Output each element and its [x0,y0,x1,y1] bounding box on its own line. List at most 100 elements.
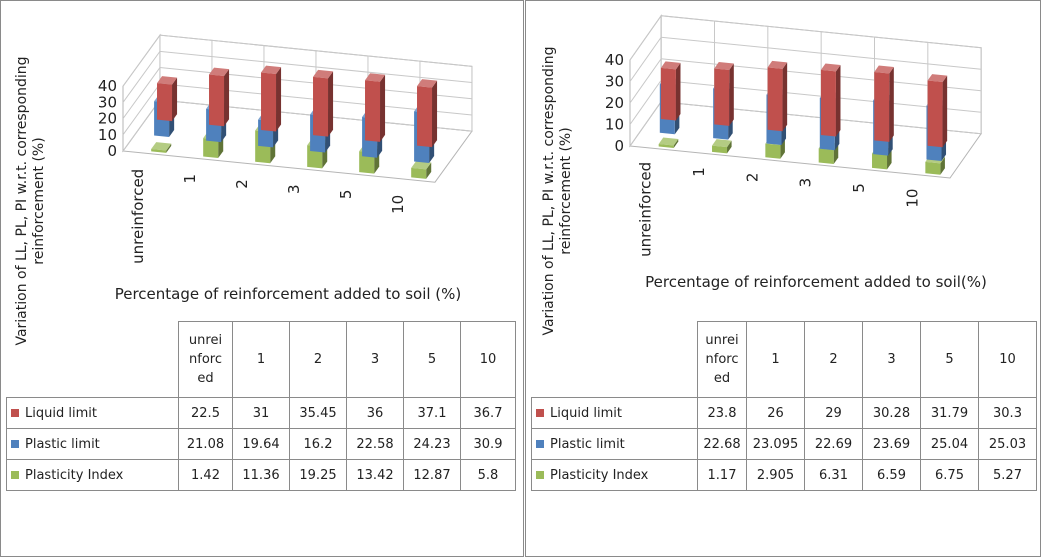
bar-front [209,74,225,127]
bar-top [261,65,282,75]
y-tick-label: 30 [98,93,117,111]
legend-key-green [11,471,19,479]
bar-side [889,67,894,142]
bar-front [411,167,427,179]
bar-front [660,67,676,121]
series-name: Plastic limit [25,436,100,452]
bar [411,160,432,179]
table-cell: 36.7 [460,397,516,429]
chart-panel-left: 0 10 20 30 40 unreinforced 1 2 3 5 10 Variation of… [0,0,524,557]
bar-front [712,145,728,154]
table-header-cell: 3 [346,321,404,398]
legend-key-green [536,471,544,479]
table-cell: 2.905 [746,459,805,491]
x-tick-label: 5 [850,183,868,193]
bar [927,74,948,148]
y-tick-label: 20 [605,94,624,112]
table-header-cell: 1 [232,321,290,398]
table-header-cell: 5 [403,321,461,398]
table-corner [531,321,698,398]
table-cell: 19.64 [232,428,290,460]
table-cell: 6.59 [862,459,921,491]
y-tick-label: 0 [107,142,117,160]
y-tick-label: 0 [614,137,624,155]
table-cell: 35.45 [289,397,347,429]
table-cell: 23.095 [746,428,805,460]
table-cell: 1.17 [697,459,747,491]
bar-top [151,142,172,151]
data-table-right: unrei nforc ed 1 2 3 5 10 Liquid limit 2… [531,321,1037,491]
legend-key-red [536,409,544,417]
bar [157,76,178,122]
bar-side [328,71,334,137]
table-row-plastic-limit: Plastic limit 21.08 19.64 16.2 22.58 24.… [6,428,516,460]
x-axis-label: Percentage of reinforcement added to soi… [114,285,462,303]
table-row-plastic-limit: Plastic limit 22.68 23.095 22.69 23.69 2… [531,428,1037,460]
table-row-liquid-limit: Liquid limit 22.5 31 35.45 36 37.1 36.7 [6,397,516,429]
bar-front [365,80,381,142]
table-cell: 37.1 [403,397,461,429]
table-cell: 6.75 [920,459,979,491]
bar [261,65,282,132]
bar-top [157,76,178,85]
table-cell: 21.08 [178,428,233,460]
x-tick-label: 2 [743,173,761,183]
table-header-row: unrei nforc ed 1 2 3 5 10 [531,321,1037,398]
table-header-cell: 10 [978,321,1037,398]
bar-front [157,83,173,122]
bar-front [765,143,781,159]
bar-side [940,156,945,175]
table-header-cell: 10 [460,321,516,398]
bar-top [658,137,679,146]
table-cell: 30.3 [978,397,1037,429]
y-tick-label: 40 [98,77,117,95]
table-header-cell: 3 [862,321,921,398]
bar [658,137,679,149]
bar-side [224,69,230,127]
y-tick-label: 30 [605,73,624,91]
bar-side [835,64,841,137]
y-tick-label: 10 [605,116,624,134]
bar [417,79,438,148]
table-cell: 23.8 [697,397,747,429]
table-row-plasticity-index: Plasticity Index 1.42 11.36 19.25 13.42 … [6,459,516,491]
bar-top [927,74,948,83]
table-header-row: unrei nforc ed 1 2 3 5 10 [6,321,516,398]
table-cell: 31.79 [920,397,979,429]
x-tick-label: 10 [389,195,407,214]
bar-top [209,67,230,77]
table-header-cell: unrei nforc ed [178,321,233,398]
bar-front [925,161,941,175]
x-axis-label: Percentage of reinforcement added to soi… [645,273,987,291]
x-tick-label: unreinforced [637,162,655,257]
y-tick-label: 10 [98,126,117,144]
bar-front [927,80,943,148]
table-cell: 22.5 [178,397,233,429]
data-table-left: unrei nforc ed 1 2 3 5 10 Liquid limit 2… [6,321,516,491]
legend-entry-plastic-limit: Plastic limit [531,428,698,460]
table-cell: 5.27 [978,459,1037,491]
bar-top [417,79,438,88]
bar-top [365,73,386,82]
table-header-cell: 5 [920,321,979,398]
bar-front [261,72,277,132]
bar-front [658,144,674,149]
y-tick-label: 20 [98,110,117,128]
bar-side [432,80,438,148]
bar-front [151,149,167,153]
bar [712,139,732,154]
table-cell: 1.42 [178,459,233,491]
table-cell: 6.31 [804,459,863,491]
x-tick-label: unreinforced [129,169,147,264]
legend-entry-plasticity-index: Plasticity Index [6,459,179,491]
bar-side [172,77,178,122]
legend-key-red [11,409,19,417]
bar-side [673,139,679,149]
bar-front [818,148,834,165]
bar-top [411,160,432,170]
table-cell: 29 [804,397,863,429]
bar-top [313,69,334,79]
x-tick-label: 1 [181,174,199,184]
bar [151,142,172,153]
